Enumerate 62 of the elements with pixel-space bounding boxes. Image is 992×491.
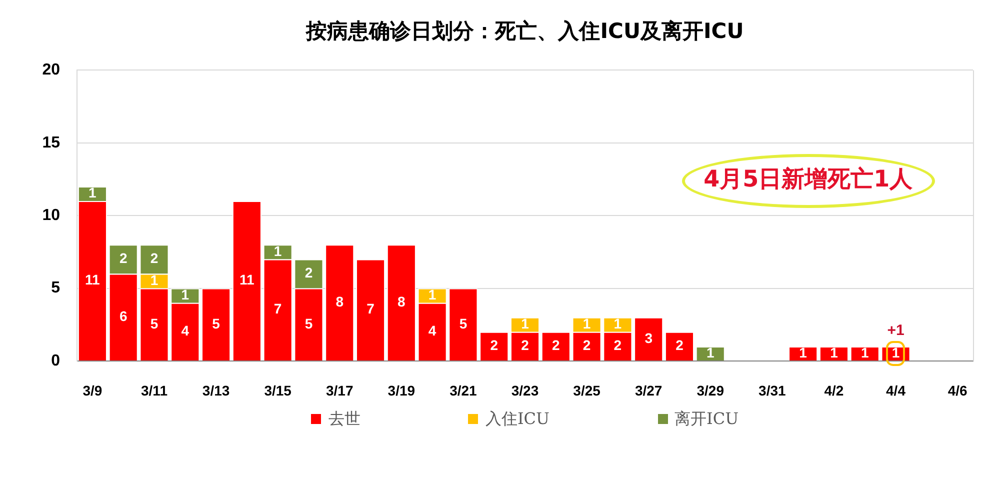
y-tick-label: 10 [42, 207, 60, 224]
legend-label: 离开ICU [674, 409, 739, 429]
x-tick-label: 3/19 [388, 382, 416, 398]
data-label: 1 [582, 316, 591, 332]
data-label: 2 [552, 337, 560, 354]
x-tick-label: 3/31 [758, 382, 786, 398]
data-label: 2 [676, 337, 684, 354]
data-label: 1 [88, 184, 97, 201]
x-tick-label: 3/9 [82, 382, 102, 398]
data-label: 2 [304, 264, 313, 281]
data-label: 1 [892, 344, 900, 360]
data-label: 5 [459, 315, 468, 332]
data-label: 1 [860, 344, 869, 360]
x-tick-label: 4/4 [886, 382, 906, 398]
data-label: 2 [150, 250, 158, 266]
data-label: 4 [181, 322, 190, 339]
data-label: 11 [85, 272, 100, 288]
data-label: 2 [614, 337, 622, 354]
data-label: 2 [521, 337, 530, 354]
x-tick-label: 3/27 [634, 382, 662, 398]
data-label: 1 [614, 316, 622, 332]
y-tick-label: 20 [42, 62, 60, 79]
data-label: 11 [240, 272, 255, 288]
y-tick-label: 5 [51, 280, 60, 297]
y-tick-label: 15 [42, 134, 60, 152]
x-tick-label: 3/29 [696, 382, 724, 398]
x-tick-label: 3/17 [326, 382, 354, 398]
data-label: 1 [706, 344, 714, 360]
data-label: 7 [274, 300, 282, 317]
legend-label: 入住ICU [485, 409, 550, 429]
data-label: 2 [119, 250, 128, 266]
x-tick-label: 3/21 [450, 382, 478, 398]
x-tick-label: 3/11 [141, 382, 168, 398]
x-tick-label: 3/15 [264, 382, 292, 398]
data-label: 8 [336, 293, 344, 310]
x-tick-label: 4/2 [824, 382, 844, 398]
data-label: 1 [150, 272, 158, 288]
x-tick-label: 3/23 [511, 382, 539, 398]
data-label: 2 [582, 337, 591, 354]
data-label: 2 [490, 337, 498, 354]
y-tick-label: 0 [51, 352, 60, 370]
data-label: 1 [181, 286, 190, 302]
chart-title: 按病患确诊日划分：死亡、入住ICU及离开ICU [305, 19, 744, 44]
legend-label: 去世 [328, 409, 360, 429]
x-tick-label: 3/13 [202, 382, 230, 398]
data-label: 1 [799, 344, 808, 360]
data-label: 1 [521, 316, 530, 332]
data-label: 8 [398, 293, 406, 310]
data-label: 1 [830, 344, 838, 360]
data-label: 3 [644, 330, 653, 346]
data-label: 7 [366, 300, 375, 317]
data-label: 4 [428, 322, 436, 339]
data-label: 5 [150, 315, 158, 332]
x-tick-label: 3/25 [573, 382, 601, 398]
annotation: 4月5日新增死亡1人 [704, 166, 914, 193]
data-label: 1 [274, 242, 282, 259]
data-label: 6 [119, 308, 128, 324]
x-tick-label: 4/6 [948, 382, 968, 398]
annotation: +1 [887, 322, 904, 340]
data-label: 1 [428, 286, 436, 302]
data-label: 5 [304, 315, 313, 332]
data-label: 5 [212, 315, 220, 332]
